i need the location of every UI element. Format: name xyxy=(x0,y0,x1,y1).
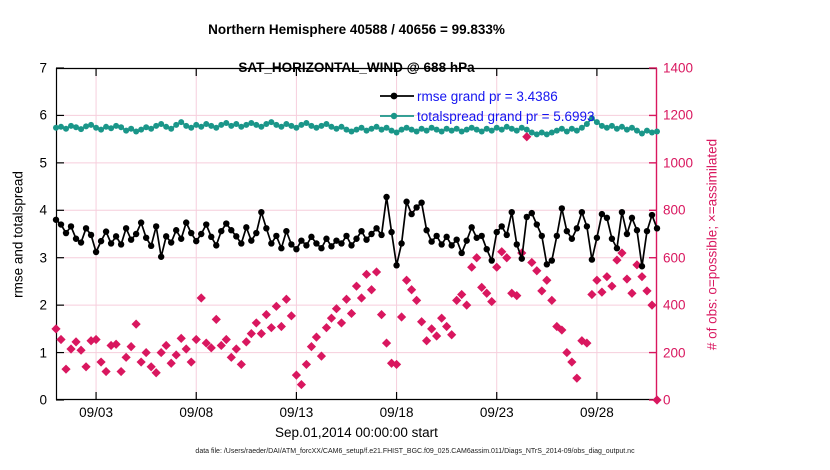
y-axis-left-label: rmse and totalspread xyxy=(10,171,26,298)
legend: rmse grand pr = 3.4386 totalspread grand… xyxy=(380,86,595,126)
y-tick-right: 600 xyxy=(663,250,686,266)
y-tick-right: 800 xyxy=(663,202,686,218)
y-axis-right-label: # of obs: o=possible; ×=assimilated xyxy=(704,138,720,351)
y-tick-right: 1200 xyxy=(663,107,694,123)
x-tick: 09/18 xyxy=(379,405,414,420)
x-axis-label: Sep.01,2014 00:00:00 start xyxy=(275,425,438,440)
chart-title-line2: SAT_HORIZONTAL_WIND @ 688 hPa xyxy=(238,60,475,75)
x-tick: 09/23 xyxy=(479,405,514,420)
y-tick-right: 1400 xyxy=(663,60,694,76)
legend-item-totalspread: totalspread grand pr = 5.6993 xyxy=(380,106,595,126)
x-tick: 09/13 xyxy=(279,405,314,420)
y-tick-left: 3 xyxy=(39,250,47,266)
y-tick-right: 0 xyxy=(663,392,671,408)
chart-title-line1: Northern Hemisphere 40588 / 40656 = 99.8… xyxy=(208,22,505,37)
x-tick: 09/08 xyxy=(179,405,214,420)
totalspread-line-sample-icon xyxy=(380,112,414,120)
legend-item-rmse: rmse grand pr = 3.4386 xyxy=(380,86,595,106)
y-tick-left: 7 xyxy=(39,60,47,76)
x-tick: 09/28 xyxy=(579,405,614,420)
y-tick-left: 1 xyxy=(39,345,47,361)
y-tick-right: 400 xyxy=(663,297,686,313)
plot-area xyxy=(51,67,662,405)
chart-title: Northern Hemisphere 40588 / 40656 = 99.8… xyxy=(56,20,657,77)
y-tick-left: 4 xyxy=(39,202,47,218)
y-tick-left: 0 xyxy=(39,392,47,408)
y-tick-left: 2 xyxy=(39,297,47,313)
y-tick-right: 200 xyxy=(663,345,686,361)
y-tick-left: 5 xyxy=(39,155,47,171)
legend-label-rmse: rmse grand pr = 3.4386 xyxy=(417,88,558,104)
y-tick-left: 6 xyxy=(39,107,47,123)
y-tick-right: 1000 xyxy=(663,155,694,171)
x-tick: 09/03 xyxy=(79,405,113,420)
data-file-caption: data file: /Users/raeder/DAI/ATM_forcXX/… xyxy=(195,448,635,455)
legend-label-totalspread: totalspread grand pr = 5.6993 xyxy=(417,108,595,124)
rmse-line-sample-icon xyxy=(380,92,414,100)
